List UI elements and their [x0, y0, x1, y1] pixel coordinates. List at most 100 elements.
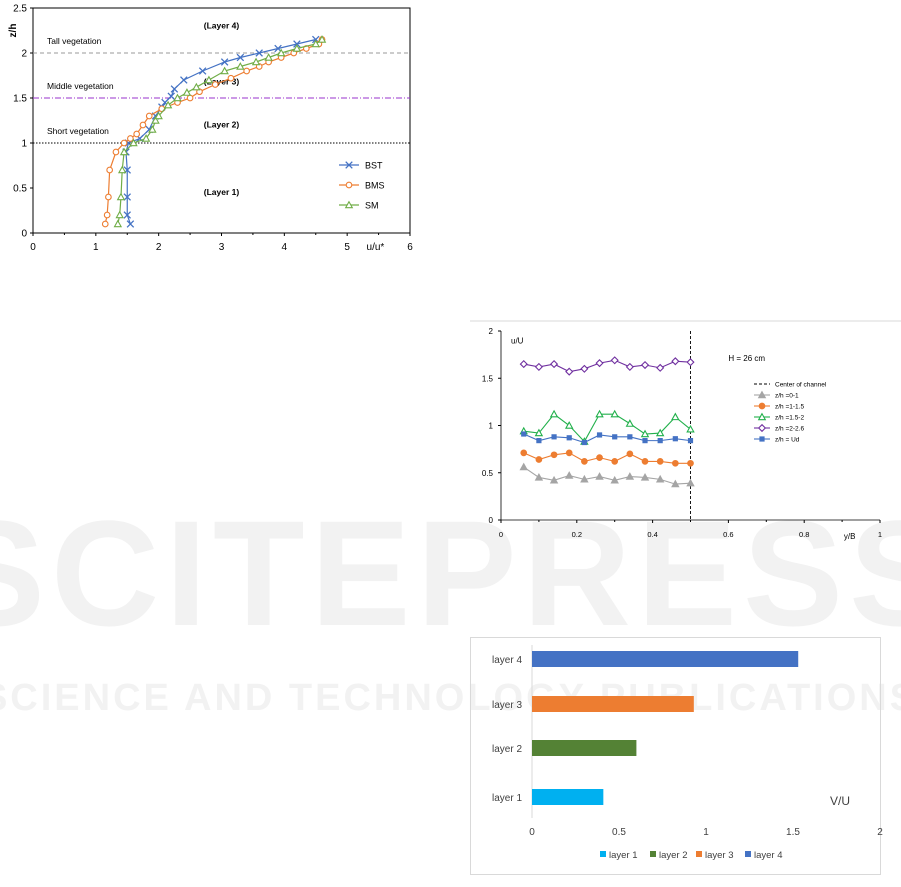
data-point	[686, 424, 695, 433]
data-point	[625, 472, 635, 480]
data-point	[656, 363, 665, 372]
x-axis-label: y/B	[844, 532, 856, 541]
data-point	[211, 81, 219, 88]
data-point	[534, 428, 544, 437]
category-label: layer 1	[492, 793, 522, 804]
x-tick-label: 1	[703, 827, 709, 838]
data-point	[596, 454, 603, 461]
reference-line-label: Tall vegetation	[47, 36, 102, 46]
data-point	[686, 478, 695, 487]
data-point	[534, 473, 544, 481]
data-point	[103, 211, 111, 219]
data-point	[672, 436, 678, 442]
layer-velocity-bar-chart: 0 0.5 1 1.5 2 layer 1 layer 2 layer 3 layer 4 V/U…	[470, 637, 883, 875]
data-point	[520, 449, 528, 457]
y-tick-label: 0	[489, 516, 494, 525]
series-line	[523, 433, 691, 444]
data-point	[220, 58, 229, 66]
data-point	[536, 438, 542, 444]
bar-layer-1	[532, 789, 604, 805]
data-point	[180, 76, 188, 84]
bar-layer-2	[532, 740, 637, 756]
y-tick-label: 0.5	[13, 184, 27, 195]
data-point	[236, 53, 245, 62]
data-point	[627, 434, 633, 440]
data-point	[642, 438, 648, 444]
layer-annotation: (Layer 4)	[204, 21, 240, 31]
data-point	[264, 53, 273, 61]
data-point	[251, 57, 261, 66]
legend-swatch	[650, 851, 656, 857]
data-point	[255, 49, 263, 57]
legend-label: z/h =2-2.6	[775, 426, 804, 433]
data-point	[116, 192, 126, 201]
data-point	[154, 111, 163, 120]
legend-label: layer 4	[754, 850, 783, 861]
velocity-profile-chart: 0 1 2 3 4 5 6 0 0.5 1 1.5 2 2.5 u/u* z/h Tall vegetatio…	[8, 4, 413, 254]
data-point	[655, 428, 665, 437]
data-point	[611, 458, 619, 465]
y-tick-label: 2	[21, 49, 27, 60]
data-point	[151, 116, 160, 124]
data-point	[293, 40, 301, 48]
y-tick-label: 1	[489, 422, 494, 431]
data-point	[115, 210, 124, 219]
legend-label: BST	[365, 161, 383, 171]
y-tick-label: 1.5	[13, 94, 27, 105]
legend-swatch	[745, 851, 751, 857]
data-point	[173, 93, 182, 102]
legend-marker	[345, 181, 353, 189]
data-point	[565, 449, 573, 457]
data-point	[580, 364, 589, 373]
data-point	[139, 121, 147, 129]
data-point	[626, 450, 634, 458]
data-point	[686, 358, 695, 367]
data-point	[119, 147, 129, 156]
series-line	[523, 452, 691, 464]
data-point	[117, 165, 127, 174]
x-tick-label: 0	[499, 530, 503, 539]
data-point	[126, 220, 135, 228]
data-point	[170, 85, 179, 93]
data-point	[198, 67, 207, 75]
legend-label: layer 3	[705, 850, 734, 861]
data-point	[565, 367, 574, 376]
y-tick-label: 0	[21, 229, 27, 240]
data-point	[610, 409, 619, 418]
layer-annotation: (Layer 2)	[204, 120, 240, 130]
data-point	[566, 435, 572, 441]
data-point	[549, 409, 559, 418]
data-point	[167, 92, 175, 100]
x-tick-label: 0.8	[799, 530, 809, 539]
legend-swatch	[696, 851, 702, 857]
data-point	[551, 434, 557, 440]
legend-label: z/h =1-1.5	[775, 404, 804, 411]
legend-label: layer 1	[609, 850, 638, 861]
axis-annotation: V/U	[830, 794, 850, 808]
legend-label: Center of channel	[775, 382, 827, 389]
bar-layer-3	[532, 696, 694, 712]
data-point	[564, 421, 574, 429]
data-point	[550, 451, 558, 459]
data-point	[640, 429, 650, 438]
data-point	[105, 193, 112, 201]
data-point	[521, 431, 527, 437]
data-point	[148, 125, 157, 133]
data-point	[101, 220, 109, 228]
reference-line-label: Short vegetation	[47, 126, 109, 136]
lateral-velocity-chart: 0 0.2 0.4 0.6 0.8 1 0 0.5 1 1.5 2 y/B u/U H = 26 cm Ce…	[470, 320, 901, 541]
data-point	[687, 438, 694, 444]
data-point	[534, 362, 543, 371]
data-point	[182, 88, 192, 96]
x-tick-label: 1	[878, 530, 882, 539]
category-label: layer 4	[492, 655, 522, 666]
legend-marker	[758, 402, 766, 410]
data-point	[625, 419, 635, 427]
data-point	[141, 134, 151, 142]
data-point	[123, 211, 132, 219]
data-point	[564, 471, 574, 479]
reference-line-label: Middle vegetation	[47, 81, 114, 91]
y-tick-label: 2	[489, 327, 494, 336]
data-point	[610, 475, 619, 484]
data-point	[671, 479, 680, 488]
